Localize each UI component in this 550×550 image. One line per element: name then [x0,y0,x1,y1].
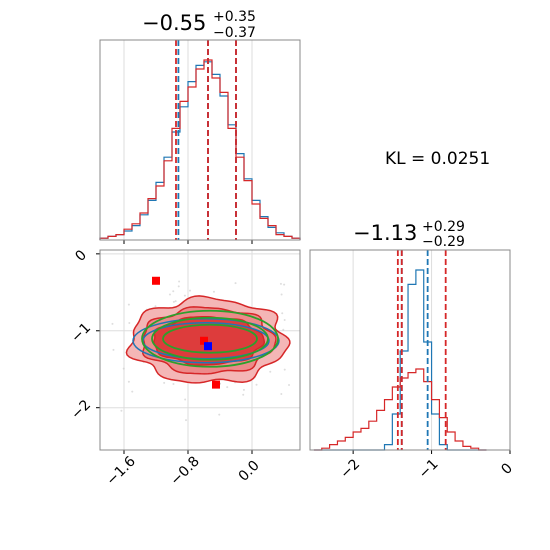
joint-scatter-dot [283,368,286,371]
marginal-y-title: −1.13 +0.29 −0.29 [353,219,465,250]
joint-scatter-dot [189,289,192,292]
marginal-y-frame [309,249,511,451]
joint-scatter-dot [172,290,175,293]
joint-scatter-dot [279,282,282,285]
joint-scatter-dot [127,380,130,383]
joint-scatter-dot [128,322,131,325]
joint-scatter-dot [177,285,180,288]
marginal-y-series-1 [313,368,487,451]
joint-y-tick-label-1: −1 [68,320,94,346]
joint-y-tick-label-2: −2 [68,397,94,423]
joint-scatter-dot [127,303,130,306]
joint-scatter-dot [111,322,114,325]
joint-scatter-dot [172,382,175,385]
joint-scatter-dot [183,294,186,297]
joint-scatter-dot [281,312,284,315]
joint-marker-1 [200,336,208,345]
joint-contour-gaussian-0 [141,309,279,368]
marginal-x-title-sub: −0.37 [213,25,256,41]
joint-contour-panel: −1.6 −0.8 0.0 0 −1 −2 [68,247,301,489]
joint-marker-0 [152,276,160,285]
marginal-x-frame [99,39,301,241]
joint-scatter-dot [184,398,187,401]
joint-scatter-dot [178,280,181,283]
joint-marker-3 [204,342,212,351]
joint-y-tick-label-0: 0 [72,247,90,265]
marginal-y-tick-label-0: −2 [337,456,363,482]
marginal-x-title-main: −0.55 [142,11,206,35]
joint-contour-reference-0 [132,318,280,364]
joint-frame [99,249,301,451]
marginal-x-series-0 [99,61,301,240]
marginal-x-title-sup: +0.35 [213,9,256,25]
joint-scatter-dot [122,367,125,370]
joint-scatter-dot [226,386,229,389]
joint-scatter-dot [185,419,188,422]
marginal-x-title: −0.55 +0.35 −0.37 [142,9,256,41]
joint-scatter-dot [212,290,215,293]
marginal-y-title-main: −1.13 [353,221,417,245]
joint-scatter-dot [242,388,245,391]
marginal-y-title-sub: −0.29 [422,234,465,250]
joint-scatter-dot [280,392,283,395]
marginal-y-series-0 [313,269,487,451]
marginal-x-panel [99,39,301,244]
joint-scatter-dot [269,370,272,373]
joint-x-tick-label-0: −1.6 [103,453,138,488]
joint-x-tick-label-1: −0.8 [167,453,202,488]
joint-scatter-dot [174,300,177,303]
marginal-y-tick-label-1: −1 [416,456,442,482]
joint-marker-2 [212,380,220,389]
marginal-y-panel: −2 −1 0 [309,249,516,482]
joint-contour-gaussian-1 [151,316,269,361]
joint-scatter-dot [131,390,134,393]
marginal-x-series-1 [99,59,301,240]
joint-scatter-dot [234,282,237,285]
joint-scatter-dot [120,409,123,412]
kl-annotation: KL = 0.0251 [385,149,490,169]
joint-scatter-dot [168,293,171,296]
joint-scatter-dot [283,283,286,286]
joint-scatter-dot [154,305,157,308]
joint-scatter-dot [218,413,221,416]
joint-contour-gaussian-2 [162,323,258,354]
joint-scatter-dot [172,300,175,303]
joint-x-tick-label-2: 0.0 [236,458,263,485]
marginal-y-tick-label-2: 0 [498,460,516,478]
joint-scatter-dot [288,383,291,386]
joint-scatter-dot [163,381,166,384]
joint-scatter-dot [280,293,283,296]
joint-scatter-dot [112,348,115,351]
joint-scatter-dot [242,393,245,396]
joint-scatter-dot [283,318,286,321]
joint-scatter-dot [282,328,285,331]
marginal-y-title-sup: +0.29 [422,219,465,235]
joint-scatter-dot [255,383,258,386]
